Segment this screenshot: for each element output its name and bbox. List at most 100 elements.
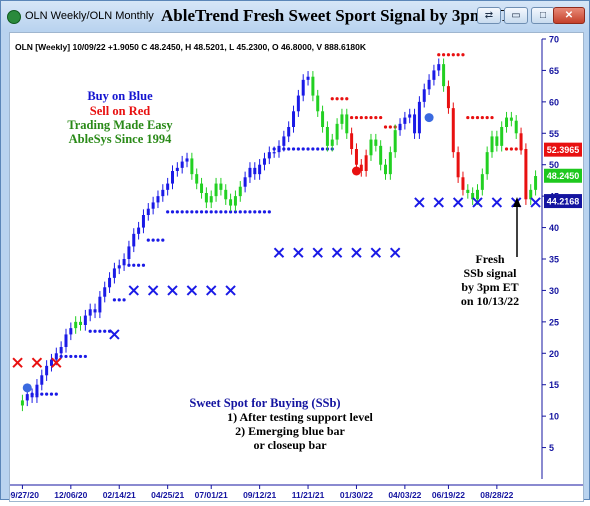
- price-bar: [170, 171, 174, 184]
- signal-markers: [12, 113, 541, 393]
- price-bar: [214, 183, 218, 197]
- price-bar: [422, 89, 426, 102]
- sweet-spot-item-1: 1) After testing support level: [227, 410, 373, 424]
- resistance-stop-dot: [340, 97, 344, 101]
- price-bar: [325, 127, 329, 146]
- resistance-stop-dot: [490, 115, 494, 120]
- price-bar: [195, 174, 199, 184]
- y-tick-label: 30: [549, 286, 559, 296]
- x-tick-label: 06/19/22: [432, 490, 465, 500]
- support-stop-dot: [262, 210, 267, 214]
- support-stop-dot: [151, 238, 155, 242]
- chart-tab-label[interactable]: OLN Weekly/OLN Monthly: [25, 10, 154, 22]
- price-bar: [311, 76, 315, 96]
- price-bar: [490, 136, 494, 153]
- price-bar: [190, 158, 194, 175]
- price-bar: [117, 265, 121, 269]
- price-bar: [146, 208, 150, 215]
- price-bar: [277, 145, 281, 153]
- sell-signal-x: [12, 357, 23, 368]
- price-bar: [45, 365, 49, 376]
- price-bar: [485, 152, 489, 175]
- resistance-stop-dot: [480, 115, 484, 120]
- price-bar: [141, 215, 145, 228]
- price-bar: [292, 111, 296, 127]
- sweet-spot-item-3: or closeup bar: [253, 438, 327, 452]
- price-bar: [233, 196, 237, 206]
- y-tick-label: 25: [549, 317, 559, 327]
- price-bar: [40, 375, 44, 385]
- x-tick-label: 01/30/22: [340, 490, 373, 500]
- maximize-button[interactable]: □: [531, 7, 555, 24]
- support-stop-dot: [199, 210, 204, 214]
- support-stop-dot: [141, 263, 146, 267]
- price-bar: [321, 111, 325, 127]
- price-bar: [374, 139, 378, 146]
- price-bar: [267, 152, 271, 159]
- price-bar: [64, 334, 68, 347]
- price-bar: [471, 193, 475, 200]
- x-tick-label: 02/14/21: [103, 490, 136, 500]
- price-bar: [54, 353, 58, 360]
- support-stop-dot: [112, 298, 117, 302]
- app-logo-icon: [7, 10, 21, 24]
- buy-signal-x: [293, 247, 304, 258]
- stop-dots: [30, 53, 523, 396]
- price-bar: [35, 384, 39, 398]
- price-bar: [519, 133, 523, 149]
- support-stop-dot: [209, 210, 213, 214]
- minimize-button[interactable]: ▭: [504, 7, 528, 24]
- support-stop-dot: [296, 147, 300, 151]
- price-bar: [103, 287, 107, 297]
- price-bar: [175, 167, 179, 171]
- support-stop-dot: [137, 263, 141, 267]
- resistance-stop-dot: [354, 115, 359, 120]
- price-bar: [475, 189, 479, 200]
- price-bar: [466, 189, 470, 193]
- x-tick-label: 11/21/21: [292, 490, 325, 500]
- price-bar: [330, 139, 334, 146]
- resistance-stop-dot: [345, 97, 349, 101]
- price-bar: [156, 196, 160, 203]
- price-bar: [446, 86, 450, 109]
- price-bar: [500, 127, 504, 146]
- price-bar: [369, 139, 373, 156]
- price-bar: [451, 108, 455, 153]
- tile-button[interactable]: ⇄: [477, 7, 501, 24]
- resistance-stop-dot: [456, 53, 460, 57]
- price-bar: [151, 202, 155, 209]
- support-stop-dot: [78, 354, 83, 359]
- support-stop-dot: [146, 238, 150, 242]
- price-bar: [122, 259, 126, 266]
- support-stop-dot: [180, 210, 184, 214]
- y-tick-label: 50: [549, 160, 559, 170]
- resistance-stop-dot: [374, 115, 378, 120]
- price-bar: [345, 114, 349, 134]
- chart-area[interactable]: OLN [Weekly] 10/09/22 +1.9050 C 48.2450,…: [6, 32, 584, 502]
- sweet-spot-item-2: 2) Emerging blue bar: [235, 424, 345, 438]
- price-bar: [442, 64, 446, 87]
- buy-signal-x: [167, 285, 178, 296]
- close-button[interactable]: ✕: [553, 7, 585, 24]
- price-bar: [413, 114, 417, 134]
- legend-company: AbleSys Since 1994: [69, 132, 173, 146]
- price-bar: [480, 174, 484, 190]
- price-bar: [505, 117, 509, 127]
- support-stop-dot: [74, 354, 78, 359]
- price-tag-box: [544, 142, 582, 157]
- buy-signal-x: [225, 285, 236, 296]
- price-bar: [127, 246, 131, 259]
- resistance-stop-dot: [441, 53, 446, 57]
- y-tick-label: 40: [549, 223, 559, 233]
- buy-signal-x: [414, 197, 425, 208]
- price-bar: [296, 95, 300, 112]
- support-stop-dot: [98, 329, 102, 333]
- support-stop-dot: [88, 329, 92, 333]
- price-bar: [272, 152, 276, 154]
- price-bar: [229, 199, 233, 206]
- price-bar: [74, 321, 78, 329]
- price-bar: [403, 117, 407, 124]
- resistance-stop-dot: [437, 53, 441, 57]
- price-bar: [393, 130, 397, 153]
